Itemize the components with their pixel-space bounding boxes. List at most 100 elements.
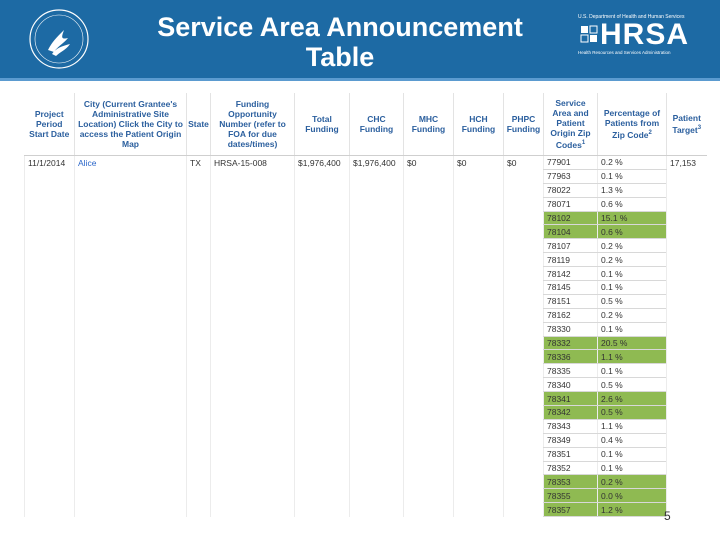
table-row: 78352 0.1 %: [25, 461, 707, 476]
footnote-mark: 2: [648, 130, 652, 137]
zip-cell: 78352: [543, 461, 598, 476]
percent-cell: 1.3 %: [597, 183, 667, 198]
table-row: 78107 0.2 %: [25, 238, 707, 254]
table-row: 78353 0.2 %: [25, 474, 707, 490]
header-text: HCH Funding: [461, 114, 496, 134]
percent-cell: 0.1 %: [597, 363, 667, 379]
footnote-mark: 3: [697, 125, 702, 132]
table-row: 78336 1.1 %: [25, 349, 707, 365]
table-row: 78142 0.1 %: [25, 266, 707, 282]
percent-cell: 0.1 %: [597, 447, 667, 462]
hhs-logo: [29, 9, 89, 69]
header-text: Service Area and Patient Origin Zip Code…: [550, 98, 591, 150]
percent-cell: 0.1 %: [597, 280, 667, 295]
zip-cell: 78335: [543, 363, 598, 379]
header-text: PHPC Funding: [506, 114, 541, 134]
zip-cell: 78151: [543, 294, 598, 309]
column-header: CHC Funding: [349, 93, 404, 156]
title-line: Table: [305, 42, 375, 72]
grant-cell: $0: [503, 155, 544, 517]
percent-cell: 2.6 %: [597, 391, 667, 407]
zip-cell: 78107: [543, 238, 598, 254]
zip-cell: 78145: [543, 280, 598, 295]
percent-cell: 0.2 %: [597, 308, 667, 323]
table-row: 78022 1.3 %: [25, 183, 707, 198]
table-row: 78335 0.1 %: [25, 363, 707, 379]
zip-cell: 78330: [543, 322, 598, 337]
zip-cell: 78343: [543, 419, 598, 434]
logo-mark: [580, 25, 598, 43]
table-row: 78102 15.1 %: [25, 211, 707, 226]
table-row: 11/1/2014 Alice TX HRSA-15-008 $1,976,400 $1,…: [24, 155, 707, 517]
percent-cell: 20.5 %: [597, 336, 667, 351]
table-row: 78355 0.0 %: [25, 488, 707, 504]
table-row: 78357 1.2 %: [25, 502, 707, 518]
table-row: 78145 0.1 %: [25, 280, 707, 295]
grant-cell: HRSA-15-008: [210, 155, 295, 517]
title-line: Service Area Announcement: [157, 12, 523, 42]
logo-name: HRSA: [600, 18, 690, 51]
grant-cell: 17,153: [666, 155, 707, 517]
zip-cell: 78341: [543, 391, 598, 407]
header-text: Project Period Start Date: [29, 109, 70, 139]
grant-cell: 11/1/2014: [24, 155, 75, 517]
grant-cell: $0: [453, 155, 504, 517]
percent-cell: 15.1 %: [597, 211, 667, 226]
grant-cell: $1,976,400: [294, 155, 350, 517]
column-header: HCH Funding: [453, 93, 504, 156]
table-row: 78071 0.6 %: [25, 197, 707, 212]
percent-cell: 0.2 %: [597, 252, 667, 268]
percent-cell: 0.5 %: [597, 294, 667, 309]
logo-sub: Health Resources and Services Administra…: [578, 50, 671, 55]
table-row: 78162 0.2 %: [25, 308, 707, 323]
zip-cell: 78022: [543, 183, 598, 198]
zip-cell: 78340: [543, 377, 598, 393]
header-text: City (Current Grantee's Administrative S…: [78, 99, 183, 149]
header-text: CHC Funding: [359, 114, 394, 134]
percent-cell: 0.5 %: [597, 377, 667, 393]
grant-cell: TX: [186, 155, 211, 517]
percent-cell: 0.1 %: [597, 266, 667, 282]
header-band: [0, 0, 720, 81]
table-row: 77963 0.1 %: [25, 169, 707, 184]
grant-cell: $0: [403, 155, 454, 517]
zip-cell: 78342: [543, 405, 598, 420]
header-text: Total Funding: [305, 114, 339, 134]
table-row: 78332 20.5 %: [25, 336, 707, 351]
percent-cell: 0.4 %: [597, 433, 667, 448]
zip-cell: 78336: [543, 349, 598, 365]
header-text: Patient Target: [672, 113, 701, 135]
percent-cell: 1.2 %: [597, 502, 667, 518]
table-row: 78104 0.6 %: [25, 224, 707, 240]
percent-cell: 0.1 %: [597, 169, 667, 184]
grant-cell[interactable]: Alice: [74, 155, 187, 517]
column-header: PHPC Funding: [503, 93, 544, 156]
percent-cell: 0.1 %: [597, 322, 667, 337]
zip-cell: 78104: [543, 224, 598, 240]
column-header: Percentage of Patients from Zip Code2: [597, 93, 667, 156]
zip-cell: 78102: [543, 211, 598, 226]
header-text: MHC Funding: [411, 114, 446, 134]
slide-title: Service Area Announcement Table: [120, 12, 560, 72]
zip-cell: 77901: [543, 155, 598, 170]
percent-cell: 0.2 %: [597, 238, 667, 254]
zip-cell: 78353: [543, 474, 598, 490]
hrsa-logo: U.S. Department of Health and Human Serv…: [578, 14, 698, 55]
zip-cell: 78142: [543, 266, 598, 282]
zip-cell: 78355: [543, 488, 598, 504]
percent-cell: 0.6 %: [597, 197, 667, 212]
column-header: Service Area and Patient Origin Zip Code…: [543, 93, 598, 156]
zip-cell: 78351: [543, 447, 598, 462]
table-row: 78342 0.5 %: [25, 405, 707, 420]
column-header: Patient Target3: [666, 93, 707, 156]
column-header: Funding Opportunity Number (refer to FOA…: [210, 93, 295, 156]
percent-cell: 0.1 %: [597, 461, 667, 476]
table-row: 78340 0.5 %: [25, 377, 707, 393]
zip-cell: 78349: [543, 433, 598, 448]
page-number: 5: [664, 509, 671, 523]
table-row: 78351 0.1 %: [25, 447, 707, 462]
footnote-mark: 1: [581, 140, 586, 147]
header-text: State: [188, 119, 209, 129]
header-text: Percentage of Patients from Zip Code: [603, 108, 661, 140]
